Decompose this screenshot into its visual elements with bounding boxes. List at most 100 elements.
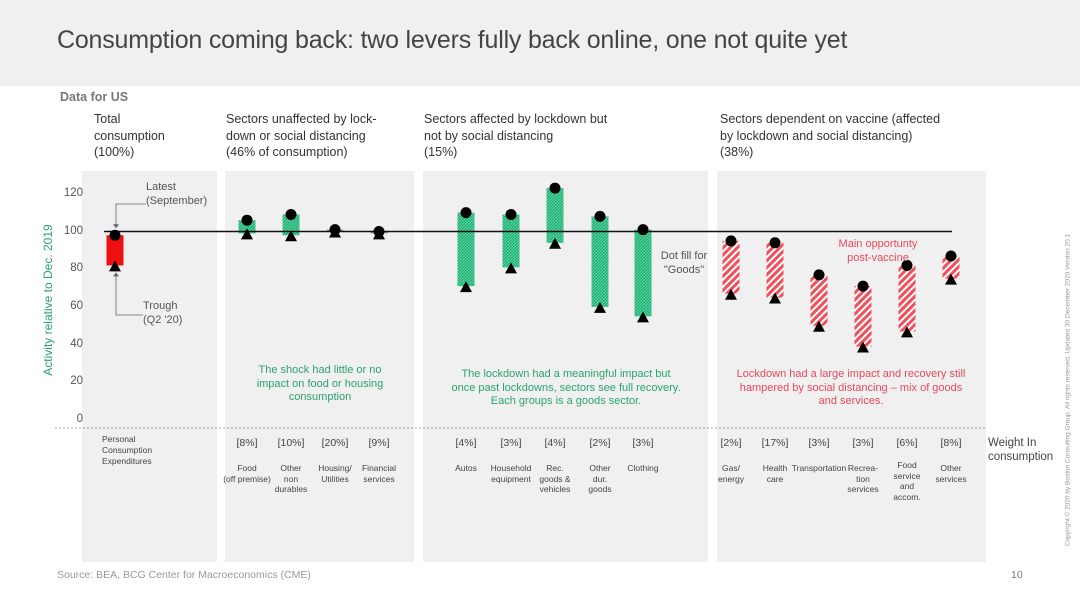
trough-connector-arrow bbox=[113, 272, 119, 277]
weight-label-9: [3%] bbox=[632, 437, 654, 449]
callout-main-opportunity: Main opportunty post-vaccine bbox=[838, 238, 918, 264]
header-unaffected: Sectors unaffected by lock- down or soci… bbox=[226, 112, 377, 159]
weight-label-6: [3%] bbox=[500, 437, 522, 449]
weight-label-15: [8%] bbox=[940, 437, 962, 449]
latest-marker-2 bbox=[285, 209, 297, 221]
trough-marker-9 bbox=[637, 311, 649, 323]
panel-total bbox=[82, 171, 217, 562]
annotation-vaccine: Lockdown had a large impact and recovery… bbox=[736, 368, 966, 407]
category-label-3: Housing/ Utilities bbox=[318, 463, 352, 484]
category-label-5: Autos bbox=[455, 463, 477, 473]
annotation-unaffected: The shock had little or no impact on foo… bbox=[256, 364, 384, 403]
latest-marker-11 bbox=[769, 237, 781, 249]
copyright-note: Copyright © 2020 by Boston Consulting Gr… bbox=[1064, 233, 1072, 547]
header-lockdown: Sectors affected by lockdown but not by … bbox=[424, 112, 608, 159]
latest-marker-3 bbox=[329, 224, 341, 236]
weight-label-8: [2%] bbox=[589, 437, 611, 449]
trough-marker-1 bbox=[241, 228, 253, 240]
weight-in-consumption-label: Weight In consumption bbox=[988, 437, 1054, 463]
y-tick-label: 0 bbox=[76, 413, 83, 425]
latest-marker-15 bbox=[945, 250, 957, 262]
weight-label-10: [2%] bbox=[720, 437, 742, 449]
latest-connector-arrow bbox=[113, 224, 119, 229]
trough-marker-7 bbox=[549, 237, 561, 249]
category-label-6: Household equipment bbox=[490, 463, 532, 484]
category-label-12: Transportation bbox=[791, 463, 847, 473]
latest-marker-4 bbox=[373, 226, 385, 237]
category-label-9: Clothing bbox=[627, 463, 659, 473]
title-band bbox=[0, 0, 1080, 86]
bar-10 bbox=[722, 240, 740, 294]
category-label-1: Food (off premise) bbox=[223, 463, 271, 484]
trough-marker-15 bbox=[945, 273, 957, 285]
weight-label-13: [3%] bbox=[852, 437, 874, 449]
weight-label-14: [6%] bbox=[896, 437, 918, 449]
trough-marker-12 bbox=[813, 320, 825, 332]
weight-label-4: [9%] bbox=[368, 437, 390, 449]
y-tick-label: 80 bbox=[70, 262, 83, 275]
y-tick-label: 40 bbox=[70, 337, 83, 350]
latest-marker-10 bbox=[725, 235, 737, 247]
page-number: 10 bbox=[1011, 569, 1023, 581]
y-tick-label: 100 bbox=[63, 224, 83, 237]
trough-marker-13 bbox=[857, 341, 869, 353]
trough-marker-14 bbox=[901, 326, 913, 338]
category-label-2: Other non durables bbox=[274, 463, 308, 494]
latest-marker-6 bbox=[505, 209, 517, 221]
bar-11 bbox=[766, 242, 784, 298]
latest-connector bbox=[115, 203, 146, 227]
category-label-14: Food service and accom. bbox=[893, 460, 921, 502]
y-tick-label: 60 bbox=[70, 299, 83, 312]
trough-marker-5 bbox=[460, 281, 472, 293]
bar-0 bbox=[106, 235, 124, 266]
trough-connector bbox=[115, 274, 143, 316]
callout-dot-fill: Dot fill for "Goods" bbox=[660, 250, 708, 276]
category-label-4: Financial services bbox=[361, 463, 397, 484]
trough-marker-11 bbox=[769, 292, 781, 304]
bar-12 bbox=[810, 274, 828, 326]
latest-marker-12 bbox=[813, 269, 825, 281]
category-label-15: Other services bbox=[935, 463, 967, 484]
latest-marker-14 bbox=[901, 259, 913, 271]
page-title: Consumption coming back: two levers full… bbox=[57, 26, 848, 54]
weight-label-11: [17%] bbox=[761, 437, 789, 449]
latest-marker-13 bbox=[857, 280, 869, 292]
callout-trough: Trough (Q2 '20) bbox=[143, 300, 183, 326]
header-vaccine: Sectors dependent on vaccine (affected b… bbox=[720, 112, 941, 159]
weight-label-2: [10%] bbox=[277, 437, 305, 449]
annotation-lockdown: The lockdown had a meaningful impact but… bbox=[451, 368, 681, 407]
bar-14 bbox=[898, 265, 916, 332]
latest-marker-1 bbox=[241, 214, 253, 226]
trough-marker-2 bbox=[285, 230, 297, 242]
latest-marker-0 bbox=[109, 229, 121, 241]
pce-label: Personal Consumption Expenditures bbox=[102, 434, 153, 466]
trough-marker-8 bbox=[594, 301, 606, 313]
y-tick-label: 20 bbox=[70, 375, 83, 388]
weight-label-3: [20%] bbox=[321, 437, 349, 449]
trough-marker-10 bbox=[725, 288, 737, 300]
bar-15 bbox=[942, 256, 960, 279]
category-label-11: Health care bbox=[762, 463, 788, 484]
trough-marker-6 bbox=[505, 262, 517, 274]
bar-5 bbox=[457, 212, 475, 287]
weight-label-5: [4%] bbox=[455, 437, 477, 449]
weight-label-1: [8%] bbox=[236, 437, 258, 449]
bar-8 bbox=[591, 216, 609, 307]
latest-marker-5 bbox=[460, 207, 472, 219]
source-note: Source: BEA, BCG Center for Macroeconomi… bbox=[57, 569, 311, 581]
panel-vaccine bbox=[717, 171, 986, 562]
trough-marker-0 bbox=[109, 260, 121, 272]
latest-marker-8 bbox=[594, 210, 606, 222]
bar-9 bbox=[634, 229, 652, 317]
latest-marker-9 bbox=[637, 224, 649, 236]
latest-marker-7 bbox=[549, 182, 561, 194]
y-tick-label: 120 bbox=[63, 186, 83, 199]
weight-label-12: [3%] bbox=[808, 437, 830, 449]
category-label-13: Recrea- tion services bbox=[847, 463, 879, 494]
bar-2 bbox=[282, 214, 300, 236]
bar-7 bbox=[546, 188, 564, 243]
data-subtitle: Data for US bbox=[60, 90, 129, 104]
weight-label-7: [4%] bbox=[544, 437, 566, 449]
header-total: Total consumption (100%) bbox=[94, 112, 165, 159]
